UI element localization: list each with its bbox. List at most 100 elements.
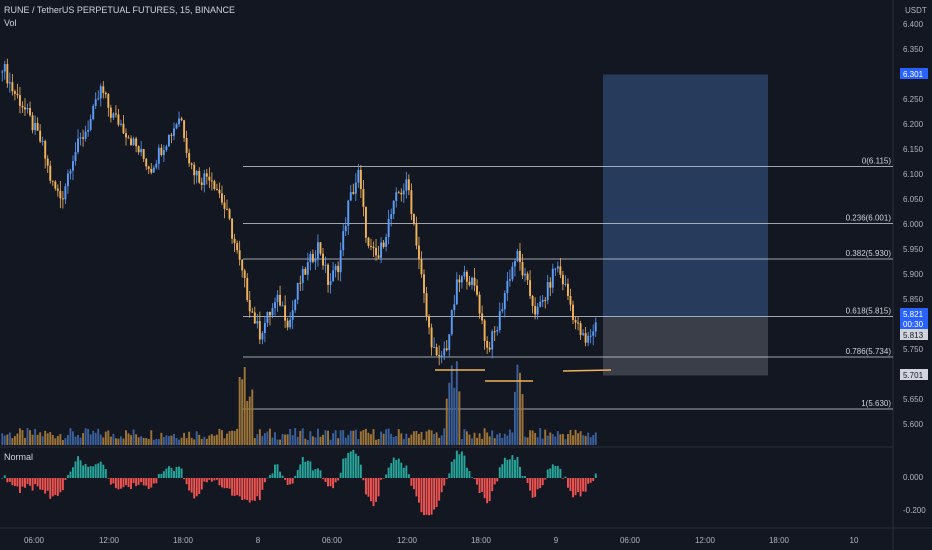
oscillator-bar — [526, 478, 529, 483]
oscillator-bar — [577, 478, 580, 493]
time-tick: 12:00 — [99, 536, 120, 545]
candle-body — [215, 189, 218, 191]
candle-body — [572, 304, 574, 320]
volume-bar — [233, 430, 236, 445]
oscillator-bar — [417, 478, 420, 503]
support-line[interactable] — [562, 369, 612, 372]
volume-bar — [506, 435, 509, 445]
oscillator-bar — [584, 478, 587, 492]
candle-body — [51, 180, 54, 182]
candle-body — [508, 279, 511, 281]
oscillator-bar — [261, 478, 264, 490]
volume-bar — [289, 429, 292, 445]
oscillator-bar — [59, 478, 62, 493]
oscillator-bar — [397, 458, 400, 478]
candle-body — [29, 107, 32, 116]
support-lines[interactable] — [435, 369, 612, 382]
volume-bar — [31, 434, 34, 445]
oscillator-bar — [559, 468, 562, 478]
oscillator-bar — [425, 478, 428, 515]
oscillator-bar — [420, 478, 423, 513]
oscillator-bar — [125, 478, 127, 486]
time-axis[interactable]: 06:00 12:00 18:00 8 06:00 12:00 18:00 9 06:00 12:… — [24, 536, 859, 545]
volume-bar — [508, 429, 511, 445]
oscillator-bar — [13, 478, 16, 487]
volume-bar — [440, 435, 443, 445]
oscillator-bar — [94, 464, 97, 478]
candle-body — [511, 266, 514, 280]
volume-bar — [236, 428, 239, 445]
stop-zone[interactable] — [603, 317, 768, 376]
candle-body — [536, 306, 539, 315]
volume-bar — [256, 434, 259, 445]
candle-body — [501, 309, 504, 312]
volume-bar — [44, 430, 47, 445]
volume-bar — [150, 430, 153, 445]
candle-body — [433, 347, 436, 349]
oscillator-bar — [327, 478, 330, 487]
oscillator-axis[interactable]: 0.000 -0.200 — [903, 473, 926, 515]
oscillator-bar — [428, 478, 431, 516]
candle-body — [329, 281, 332, 285]
oscillator-bar — [556, 465, 559, 478]
volume-bar — [203, 436, 206, 445]
volume-bar — [458, 391, 461, 445]
oscillator-indicator-label[interactable]: Normal — [4, 452, 34, 462]
volume-bar — [291, 435, 294, 445]
volume-bar — [448, 382, 451, 445]
volume-bar — [72, 431, 74, 445]
oscillator-bar — [77, 456, 79, 478]
oscillator-bar — [160, 473, 163, 478]
oscillator-bar — [29, 478, 32, 486]
candle-body — [425, 293, 428, 316]
candle-body — [473, 277, 476, 286]
symbol-title[interactable]: RUNE / TetherUS PERPETUAL FUTURES, 15, B… — [4, 5, 236, 15]
candle-body — [246, 278, 249, 300]
fib-label: 0.618(5.815) — [846, 307, 892, 316]
candle-body — [284, 305, 287, 321]
oscillator-bar — [359, 464, 362, 478]
fib-label: 1(5.630) — [861, 399, 891, 408]
candle-body — [556, 266, 559, 269]
volume-bar — [551, 434, 554, 445]
candle-body — [175, 124, 178, 129]
oscillator-bar — [200, 478, 203, 490]
oscillator-bar — [309, 461, 312, 478]
volume-bar — [463, 429, 466, 445]
time-tick: 18:00 — [173, 536, 194, 545]
oscillator-bar — [450, 461, 453, 478]
oscillator-bar — [119, 478, 122, 489]
oscillator-bar — [551, 464, 554, 478]
oscillator-bar — [54, 478, 57, 495]
time-tick: 18:00 — [471, 536, 492, 545]
candle-body — [16, 93, 19, 96]
volume-bar — [367, 432, 370, 445]
candle-body — [13, 91, 16, 94]
volume-indicator-label[interactable]: Vol — [4, 18, 17, 28]
volume-bar — [322, 434, 324, 445]
volume-bar — [162, 437, 165, 445]
candle-body — [478, 294, 481, 314]
volume-bar — [39, 432, 42, 445]
candle-body — [493, 331, 496, 333]
volume-bar — [473, 432, 476, 445]
volume-bar — [41, 436, 44, 445]
volume-bar — [102, 437, 105, 445]
volume-bars — [1, 361, 597, 445]
candle-body — [559, 266, 562, 275]
oscillator-bar — [476, 478, 479, 485]
price-tick: 5.600 — [903, 420, 924, 429]
oscillator-bar — [564, 476, 567, 478]
oscillator-bar — [589, 478, 592, 483]
candle-body — [145, 158, 148, 167]
volume-bar — [594, 432, 597, 445]
volume-bar — [104, 431, 107, 445]
candle-body — [377, 255, 380, 258]
target-zone[interactable] — [603, 74, 768, 318]
price-axis[interactable]: 6.4006.3506.3006.2506.2006.1506.1006.050… — [903, 20, 924, 429]
oscillator-bar — [430, 478, 433, 515]
fib-retracement[interactable]: 0(6.115) 0.236(6.001) 0.382(5.930) 0.618(5.… — [243, 157, 893, 410]
candle-body — [334, 265, 337, 271]
volume-bar — [415, 431, 418, 445]
